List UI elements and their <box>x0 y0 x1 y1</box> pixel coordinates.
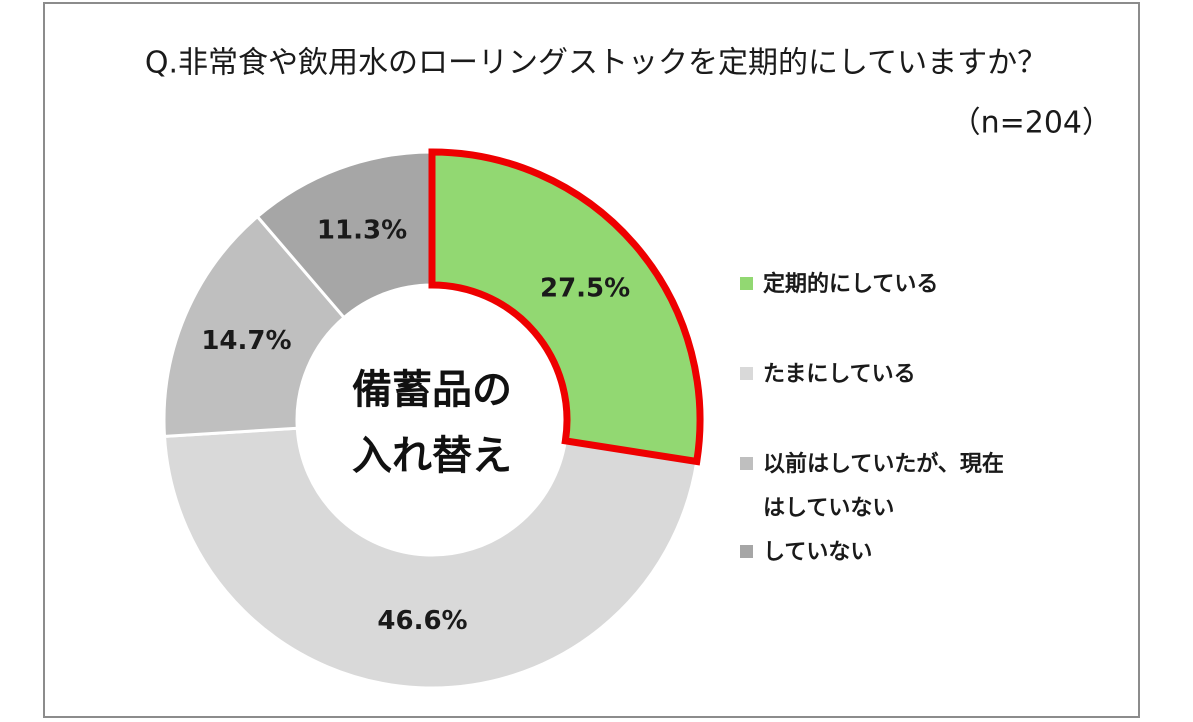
legend-label: 以前はしていたが、現在はしていない <box>763 452 1004 521</box>
legend-item: たまにしている <box>740 353 1050 397</box>
legend-swatch <box>740 457 753 470</box>
legend-label: 定期的にしている <box>763 272 939 297</box>
data-label: 11.3% <box>317 216 407 246</box>
chart-title: Q.非常食や飲用水のローリングストックを定期的にしていますか？ <box>145 46 1047 81</box>
legend-item: 以前はしていたが、現在はしていない <box>740 443 1050 531</box>
data-label: 46.6% <box>377 606 467 636</box>
data-label: 27.5% <box>540 274 630 304</box>
legend-swatch <box>740 367 753 380</box>
chart-subtitle: （n=204） <box>951 106 1112 141</box>
legend-item: 定期的にしている <box>740 263 1050 307</box>
legend-item: していない <box>740 531 1050 575</box>
donut-slice <box>428 148 704 466</box>
legend-swatch <box>740 277 753 290</box>
center-label: 備蓄品の <box>352 367 512 413</box>
center-label: 入れ替え <box>352 433 512 479</box>
donut-slice <box>162 214 347 438</box>
legend-swatch <box>740 545 753 558</box>
frame <box>43 2 1140 718</box>
legend-label: たまにしている <box>763 362 916 387</box>
data-label: 14.7% <box>201 326 291 356</box>
legend-label: していない <box>763 540 873 565</box>
donut-slice <box>162 426 699 690</box>
